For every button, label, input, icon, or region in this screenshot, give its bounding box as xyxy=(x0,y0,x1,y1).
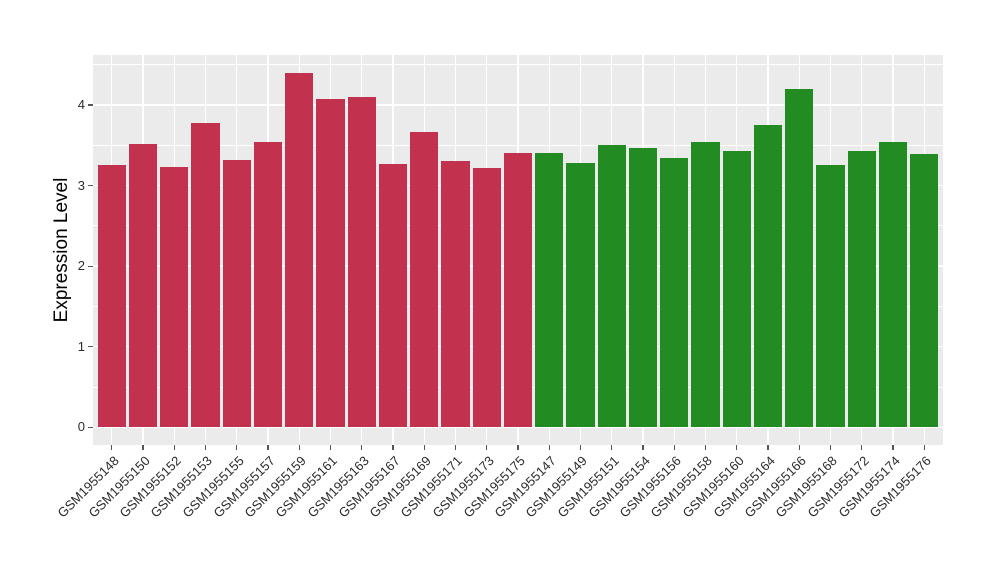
bar-GSM1955153 xyxy=(191,122,220,428)
bar-GSM1955175 xyxy=(503,153,533,428)
bar-GSM1955172 xyxy=(847,150,876,428)
bar-GSM1955164 xyxy=(753,125,783,428)
bar-GSM1955150 xyxy=(128,143,158,428)
x-tick-mark xyxy=(642,445,644,450)
y-tick-mark xyxy=(88,346,93,348)
x-tick-mark xyxy=(767,445,769,450)
x-tick-mark xyxy=(579,445,582,450)
y-tick-mark xyxy=(88,104,93,106)
x-tick-mark xyxy=(517,445,519,450)
y-tick-label: 3 xyxy=(77,177,85,193)
bar-GSM1955173 xyxy=(472,167,501,428)
bar-GSM1955151 xyxy=(597,145,626,428)
bar-GSM1955166 xyxy=(785,88,814,428)
y-tick-label: 1 xyxy=(77,338,85,354)
x-tick-mark xyxy=(892,445,894,450)
x-tick-mark xyxy=(798,445,800,450)
bar-GSM1955155 xyxy=(222,159,251,428)
x-tick-mark xyxy=(392,445,394,450)
x-tick-mark xyxy=(861,445,863,450)
x-tick-mark xyxy=(611,445,613,450)
x-tick-mark xyxy=(548,445,550,450)
bar-GSM1955174 xyxy=(878,142,908,428)
x-tick-mark xyxy=(704,445,707,450)
bar-GSM1955161 xyxy=(316,98,345,428)
x-tick-mark xyxy=(486,445,488,450)
y-tick-mark xyxy=(88,426,93,428)
bar-GSM1955176 xyxy=(910,154,939,428)
bar-GSM1955156 xyxy=(660,158,689,428)
x-tick-mark xyxy=(329,445,332,450)
bar-GSM1955149 xyxy=(566,162,595,428)
x-tick-mark xyxy=(267,445,269,450)
x-tick-mark xyxy=(204,445,207,450)
bar-GSM1955163 xyxy=(347,96,376,428)
x-tick-mark xyxy=(111,445,113,450)
bar-GSM1955171 xyxy=(441,160,470,428)
bar-GSM1955169 xyxy=(410,131,439,428)
bar-GSM1955157 xyxy=(253,142,283,428)
x-tick-mark xyxy=(236,445,238,450)
x-tick-mark xyxy=(142,445,144,450)
bar-GSM1955168 xyxy=(816,165,845,428)
x-tick-mark xyxy=(298,445,300,450)
y-tick-label: 2 xyxy=(77,258,85,274)
x-tick-mark xyxy=(923,445,925,450)
bar-GSM1955158 xyxy=(691,142,720,428)
y-tick-mark xyxy=(88,265,93,267)
x-tick-mark xyxy=(736,445,738,450)
bar-GSM1955160 xyxy=(722,150,751,428)
bar-GSM1955154 xyxy=(628,147,658,428)
x-tick-mark xyxy=(454,445,457,450)
x-tick-mark xyxy=(423,445,425,450)
bar-GSM1955148 xyxy=(97,164,126,428)
bar-GSM1955159 xyxy=(285,72,314,428)
x-tick-mark xyxy=(673,445,675,450)
y-axis-title: Expression Level xyxy=(51,177,72,323)
x-tick-mark xyxy=(829,445,832,450)
x-tick-mark xyxy=(361,445,363,450)
bar-GSM1955147 xyxy=(535,153,564,428)
bar-GSM1955152 xyxy=(160,167,189,428)
bar-GSM1955167 xyxy=(378,163,408,428)
x-tick-mark xyxy=(173,445,175,450)
y-tick-label: 0 xyxy=(77,419,85,435)
y-tick-label: 4 xyxy=(77,96,85,112)
y-tick-mark xyxy=(88,184,93,187)
